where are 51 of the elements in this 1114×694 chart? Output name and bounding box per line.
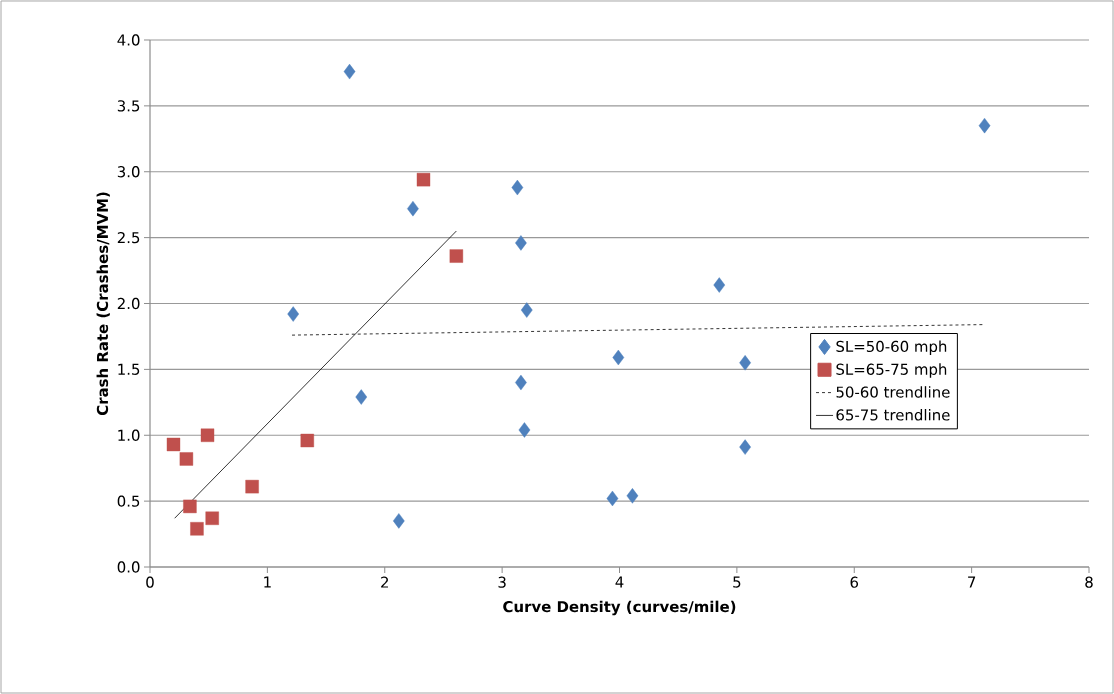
y-tick-label: 1.0	[118, 429, 140, 441]
point	[245, 479, 259, 494]
x-tick-label: 4	[615, 576, 624, 588]
y-tick-label: 1.5	[118, 363, 140, 375]
point	[520, 302, 533, 318]
point	[416, 172, 431, 187]
point	[518, 422, 531, 438]
point	[515, 235, 527, 251]
point	[515, 374, 527, 391]
point	[300, 433, 314, 448]
point	[713, 277, 726, 293]
point	[190, 522, 204, 536]
x-tick-label: 0	[146, 576, 154, 588]
legend-label: SL=65-75 mph	[836, 363, 947, 378]
y-tick-label: 2.5	[117, 231, 140, 244]
x-tick-label: 3	[498, 576, 506, 588]
point	[343, 63, 356, 80]
point	[166, 437, 181, 452]
x-tick-label: 7	[968, 576, 976, 588]
point	[179, 452, 194, 466]
y-tick-label: 0.5	[117, 495, 140, 507]
point	[407, 200, 419, 217]
x-tick-label: 6	[850, 576, 859, 588]
x-tick-label: 8	[1085, 576, 1093, 588]
y-tick-label: 0.0	[117, 561, 140, 573]
x-axis-title: Curve Density (curves/mile)	[503, 600, 736, 616]
point	[511, 179, 524, 196]
point	[355, 389, 368, 405]
point	[393, 513, 405, 529]
x-tick-label: 1	[264, 576, 271, 588]
point	[200, 428, 215, 442]
y-tick-label: 3.0	[117, 166, 140, 178]
y-tick-label: 3.5	[117, 100, 140, 112]
y-axis-title: Crash Rate (Crashes/MVM)	[96, 192, 110, 416]
point	[978, 117, 991, 134]
point	[739, 439, 751, 455]
point	[739, 355, 751, 371]
point	[606, 490, 619, 507]
x-tick-label: 2	[381, 576, 389, 588]
legend-label: 65-75 trendline	[836, 409, 950, 421]
point	[183, 499, 197, 514]
point	[449, 249, 464, 263]
point	[205, 511, 219, 525]
legend-label: SL=50-60 mph	[836, 340, 947, 355]
point	[612, 349, 625, 366]
legend-label: 50-60 trendline	[836, 386, 950, 398]
point	[626, 488, 639, 504]
y-tick-label: 4.0	[117, 34, 140, 46]
point	[287, 306, 300, 322]
y-tick-label: 2.0	[117, 297, 140, 310]
x-tick-label: 5	[733, 576, 741, 588]
